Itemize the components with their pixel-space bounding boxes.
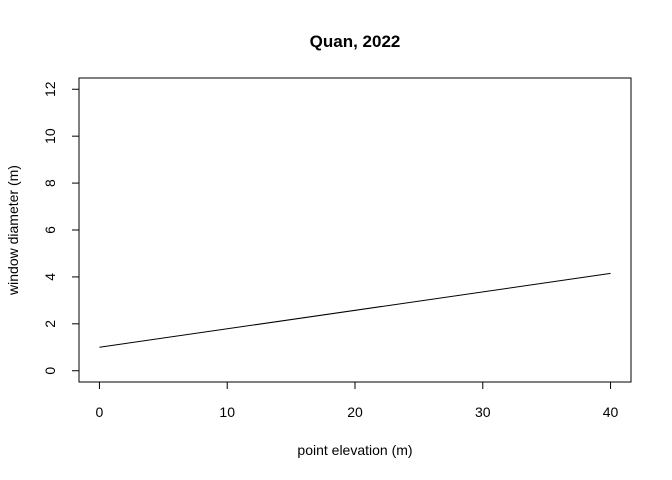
chart-title: Quan, 2022 <box>310 32 401 51</box>
series-layer <box>99 272 611 348</box>
y-axis: 0 2 4 6 8 10 12 <box>42 81 80 375</box>
x-tick-label: 40 <box>603 404 619 420</box>
x-tick-label: 30 <box>475 404 491 420</box>
x-tick-label: 20 <box>347 404 363 420</box>
y-axis-label: window diameter (m) <box>5 165 21 296</box>
y-tick-label: 6 <box>42 226 58 234</box>
plot-frame <box>78 77 632 383</box>
x-tick-label: 0 <box>96 404 104 420</box>
y-tick-label: 12 <box>42 81 58 97</box>
y-tick-label: 4 <box>42 273 58 281</box>
y-tick-label: 10 <box>42 128 58 144</box>
series-line <box>99 272 611 348</box>
y-tick-label: 0 <box>42 367 58 375</box>
x-tick-label: 10 <box>219 404 235 420</box>
y-tick-label: 2 <box>42 320 58 328</box>
y-tick-label: 8 <box>42 179 58 187</box>
x-axis-label: point elevation (m) <box>297 442 412 458</box>
x-axis: 0 10 20 30 40 <box>96 381 619 420</box>
